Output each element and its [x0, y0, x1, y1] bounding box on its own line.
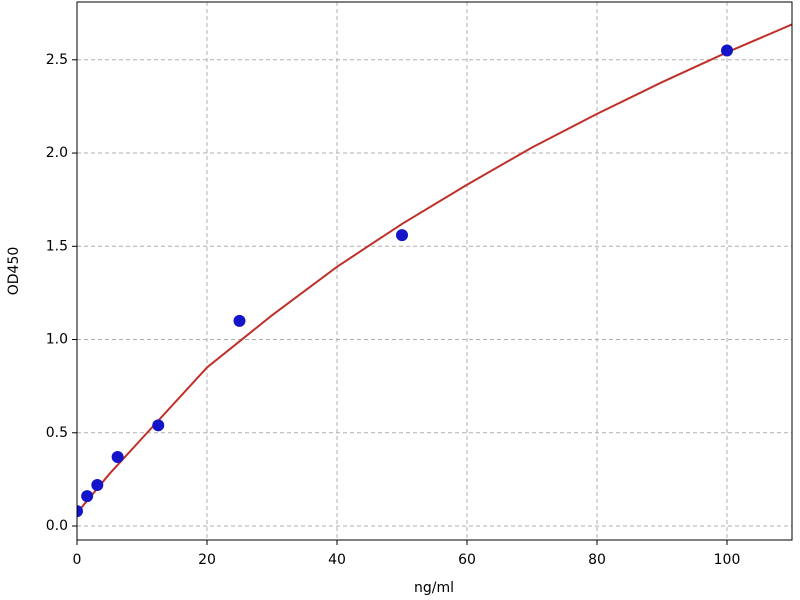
- y-tick-label: 2.0: [46, 145, 68, 161]
- data-point: [91, 478, 104, 491]
- data-point: [152, 419, 165, 432]
- data-point: [721, 44, 733, 57]
- x-tick-label: 100: [714, 552, 741, 568]
- y-axis-label: OD450: [6, 247, 22, 296]
- y-tick-label: 2.5: [46, 52, 68, 68]
- x-tick-label: 0: [73, 552, 82, 568]
- plot-area: [77, 23, 792, 518]
- data-point: [81, 490, 94, 503]
- data-point: [77, 505, 83, 518]
- fit-curve: [77, 23, 792, 514]
- y-tick-label: 1.0: [46, 332, 68, 348]
- x-axis-label: ng/ml: [414, 580, 454, 596]
- x-tick-label: 60: [458, 552, 476, 568]
- x-tick-label: 80: [588, 552, 606, 568]
- x-tick-label: 20: [198, 552, 216, 568]
- data-point: [396, 229, 408, 242]
- y-tick-label: 0.5: [46, 425, 68, 441]
- plot-frame: [76, 1, 793, 541]
- y-tick-label: 0.0: [46, 518, 68, 534]
- data-point: [111, 451, 124, 464]
- x-tick-label: 40: [328, 552, 346, 568]
- y-tick-label: 1.5: [46, 238, 68, 254]
- data-point: [233, 314, 246, 327]
